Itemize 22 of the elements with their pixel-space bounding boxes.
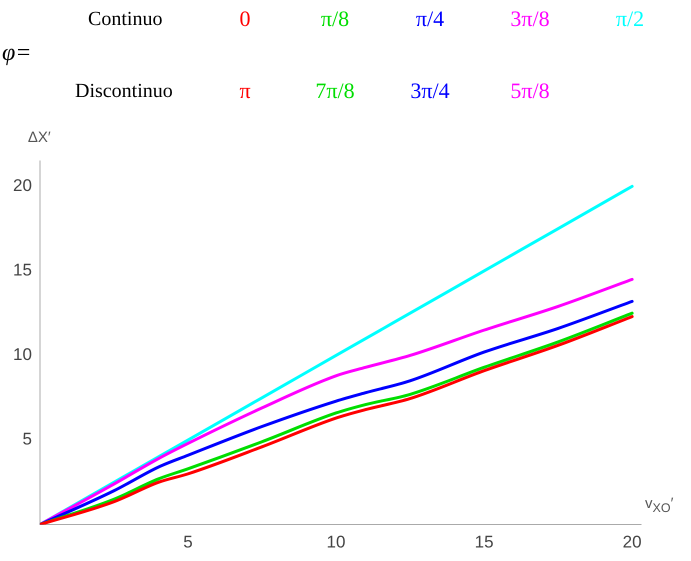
legend-title: φ= bbox=[2, 40, 32, 67]
y-tick-label: 15 bbox=[12, 260, 32, 280]
text: 7π/8 bbox=[315, 78, 355, 104]
x-axis-title: v$_{XO}$′ bbox=[645, 494, 674, 515]
text: π/8 bbox=[320, 6, 350, 32]
x-tick-label: 5 bbox=[183, 532, 193, 552]
x-tick-label: 20 bbox=[622, 532, 642, 552]
text: 0 bbox=[240, 6, 250, 32]
y-axis-title: ΔX′ bbox=[28, 129, 51, 146]
text: π/2 bbox=[616, 6, 644, 32]
x-tick-label: 15 bbox=[474, 532, 494, 552]
text: 5π/8 bbox=[510, 78, 550, 104]
text: Continuo bbox=[88, 8, 162, 31]
text: π bbox=[239, 78, 251, 104]
y-tick-label: 5 bbox=[22, 430, 32, 449]
text: 3π/4 bbox=[410, 78, 450, 104]
text: π/4 bbox=[416, 6, 444, 32]
x-tick-label: 10 bbox=[326, 532, 346, 552]
y-tick-label: 10 bbox=[12, 345, 32, 364]
text: Discontinuo bbox=[75, 80, 173, 103]
text: 3π/8 bbox=[510, 6, 550, 32]
y-tick-label: 20 bbox=[12, 176, 32, 196]
